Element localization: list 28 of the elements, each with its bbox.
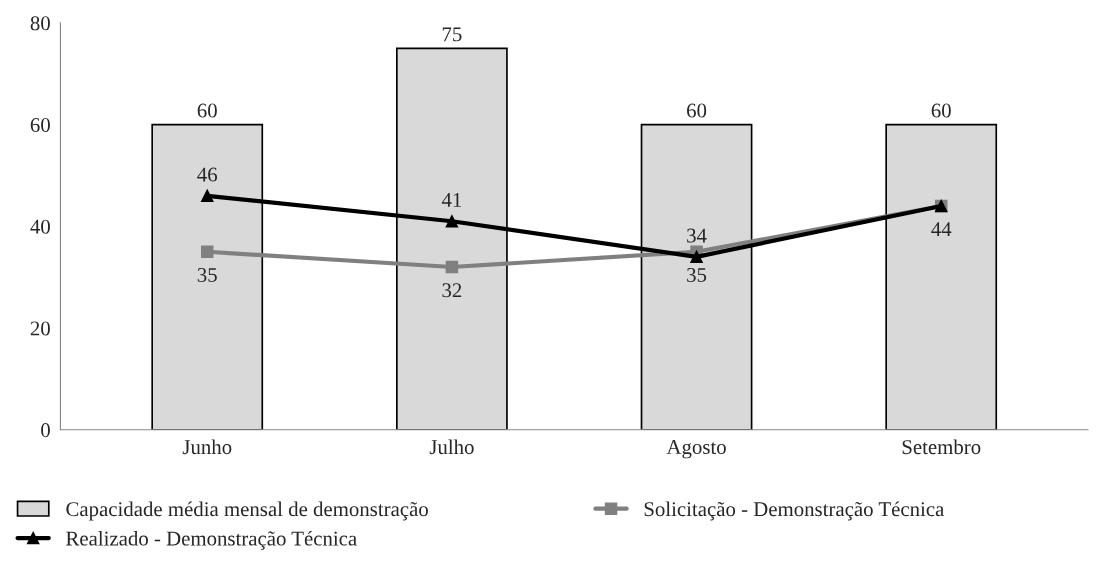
y-tick-label: 0 [41, 423, 50, 438]
legend-label: Realizado - Demonstração Técnica [66, 530, 357, 550]
point [690, 250, 703, 264]
data-label: 46 [197, 167, 218, 182]
data-label: 60 [931, 103, 951, 118]
y-tick-label: 40 [30, 219, 50, 234]
point [445, 214, 459, 228]
data-label: 75 [442, 27, 462, 42]
data-label: 60 [197, 103, 217, 118]
legend-label: Solicitação - Demonstração Técnica [644, 501, 945, 521]
y-tick-label: 80 [30, 16, 50, 31]
data-label: 34 [687, 228, 707, 243]
data-label: 44 [931, 222, 952, 236]
x-tick-label: Setembro [902, 439, 981, 455]
legend-label: Capacidade média mensal de demonstração [66, 501, 428, 521]
data-label: 41 [441, 193, 462, 207]
x-tick-label: Agosto [666, 440, 726, 459]
x-tick-label: Junho [182, 439, 232, 455]
point [445, 260, 459, 274]
x-tick-label: Julho [429, 439, 474, 455]
y-tick-label: 60 [30, 118, 50, 133]
point [200, 189, 214, 203]
data-label: 32 [442, 283, 462, 298]
point [200, 245, 214, 259]
data-label: 60 [687, 103, 707, 118]
y-tick-label: 20 [30, 321, 50, 336]
data-label: 35 [197, 267, 217, 282]
data-label: 35 [687, 267, 707, 282]
